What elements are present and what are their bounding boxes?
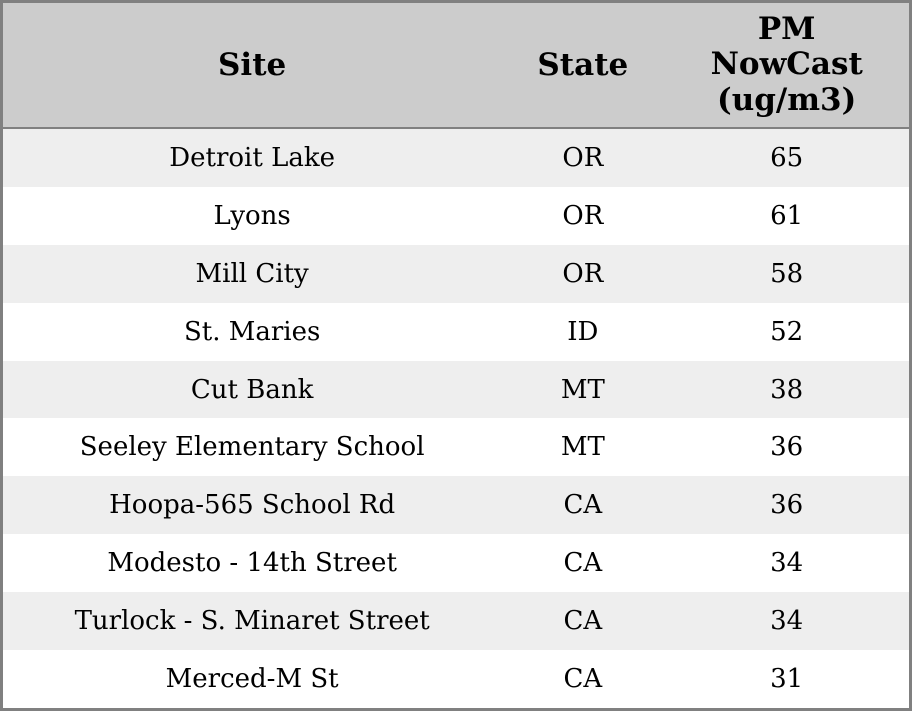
table-header: Site State PM NowCast (ug/m3) xyxy=(1,1,911,129)
site-cell: St. Maries xyxy=(183,316,321,347)
state-cell: CA xyxy=(563,664,603,695)
site-cell: Seeley Elementary School xyxy=(79,432,425,463)
table-row: Modesto - 14th Street CA 34 xyxy=(1,534,911,593)
state-cell: MT xyxy=(560,432,605,463)
value-cell: 61 xyxy=(770,200,804,231)
state-cell: CA xyxy=(563,606,603,637)
table-row: Seeley Elementary School MT 36 xyxy=(1,418,911,477)
state-cell: CA xyxy=(563,548,603,579)
header-state: State xyxy=(501,1,665,129)
site-cell: Mill City xyxy=(195,258,309,289)
table-row: Hoopa-565 School Rd CA 36 xyxy=(1,476,911,535)
state-cell: CA xyxy=(563,490,603,521)
header-pm-line-3: (ug/m3) xyxy=(717,81,857,118)
state-cell: OR xyxy=(562,258,604,289)
header-pm-line-2: NowCast xyxy=(710,46,863,83)
state-cell: OR xyxy=(562,200,604,231)
table-row: Merced-M St CA 31 xyxy=(1,650,911,710)
site-cell: Hoopa-565 School Rd xyxy=(109,490,396,521)
site-cell: Modesto - 14th Street xyxy=(107,548,397,579)
table-row: Detroit Lake OR 65 xyxy=(1,128,911,187)
table-row: St. Maries ID 52 xyxy=(1,302,911,361)
site-cell: Cut Bank xyxy=(190,374,314,405)
table-row: Mill City OR 58 xyxy=(1,244,911,303)
table-row: Lyons OR 61 xyxy=(1,186,911,245)
table-row: Turlock - S. Minaret Street CA 34 xyxy=(1,592,911,651)
value-cell: 58 xyxy=(770,258,804,289)
site-cell: Turlock - S. Minaret Street xyxy=(74,606,430,637)
value-cell: 34 xyxy=(770,606,804,637)
header-row: Site State PM NowCast (ug/m3) xyxy=(1,1,911,129)
value-cell: 38 xyxy=(770,374,804,405)
value-cell: 31 xyxy=(770,664,804,695)
site-cell: Detroit Lake xyxy=(169,142,335,173)
site-cell: Lyons xyxy=(213,200,291,231)
table-body: Detroit Lake OR 65 Lyons OR 61 Mill City… xyxy=(1,128,911,710)
table-row: Cut Bank MT 38 xyxy=(1,360,911,419)
value-cell: 36 xyxy=(770,490,804,521)
state-cell: ID xyxy=(567,316,599,347)
header-pm-line-1: PM xyxy=(757,10,816,47)
header-pm-nowcast: PM NowCast (ug/m3) xyxy=(664,1,911,129)
value-cell: 34 xyxy=(770,548,804,579)
state-cell: MT xyxy=(560,374,605,405)
header-site: Site xyxy=(1,1,502,129)
value-cell: 65 xyxy=(770,142,804,173)
value-cell: 36 xyxy=(770,432,804,463)
state-cell: OR xyxy=(562,142,604,173)
site-cell: Merced-M St xyxy=(165,664,339,695)
value-cell: 52 xyxy=(770,316,804,347)
